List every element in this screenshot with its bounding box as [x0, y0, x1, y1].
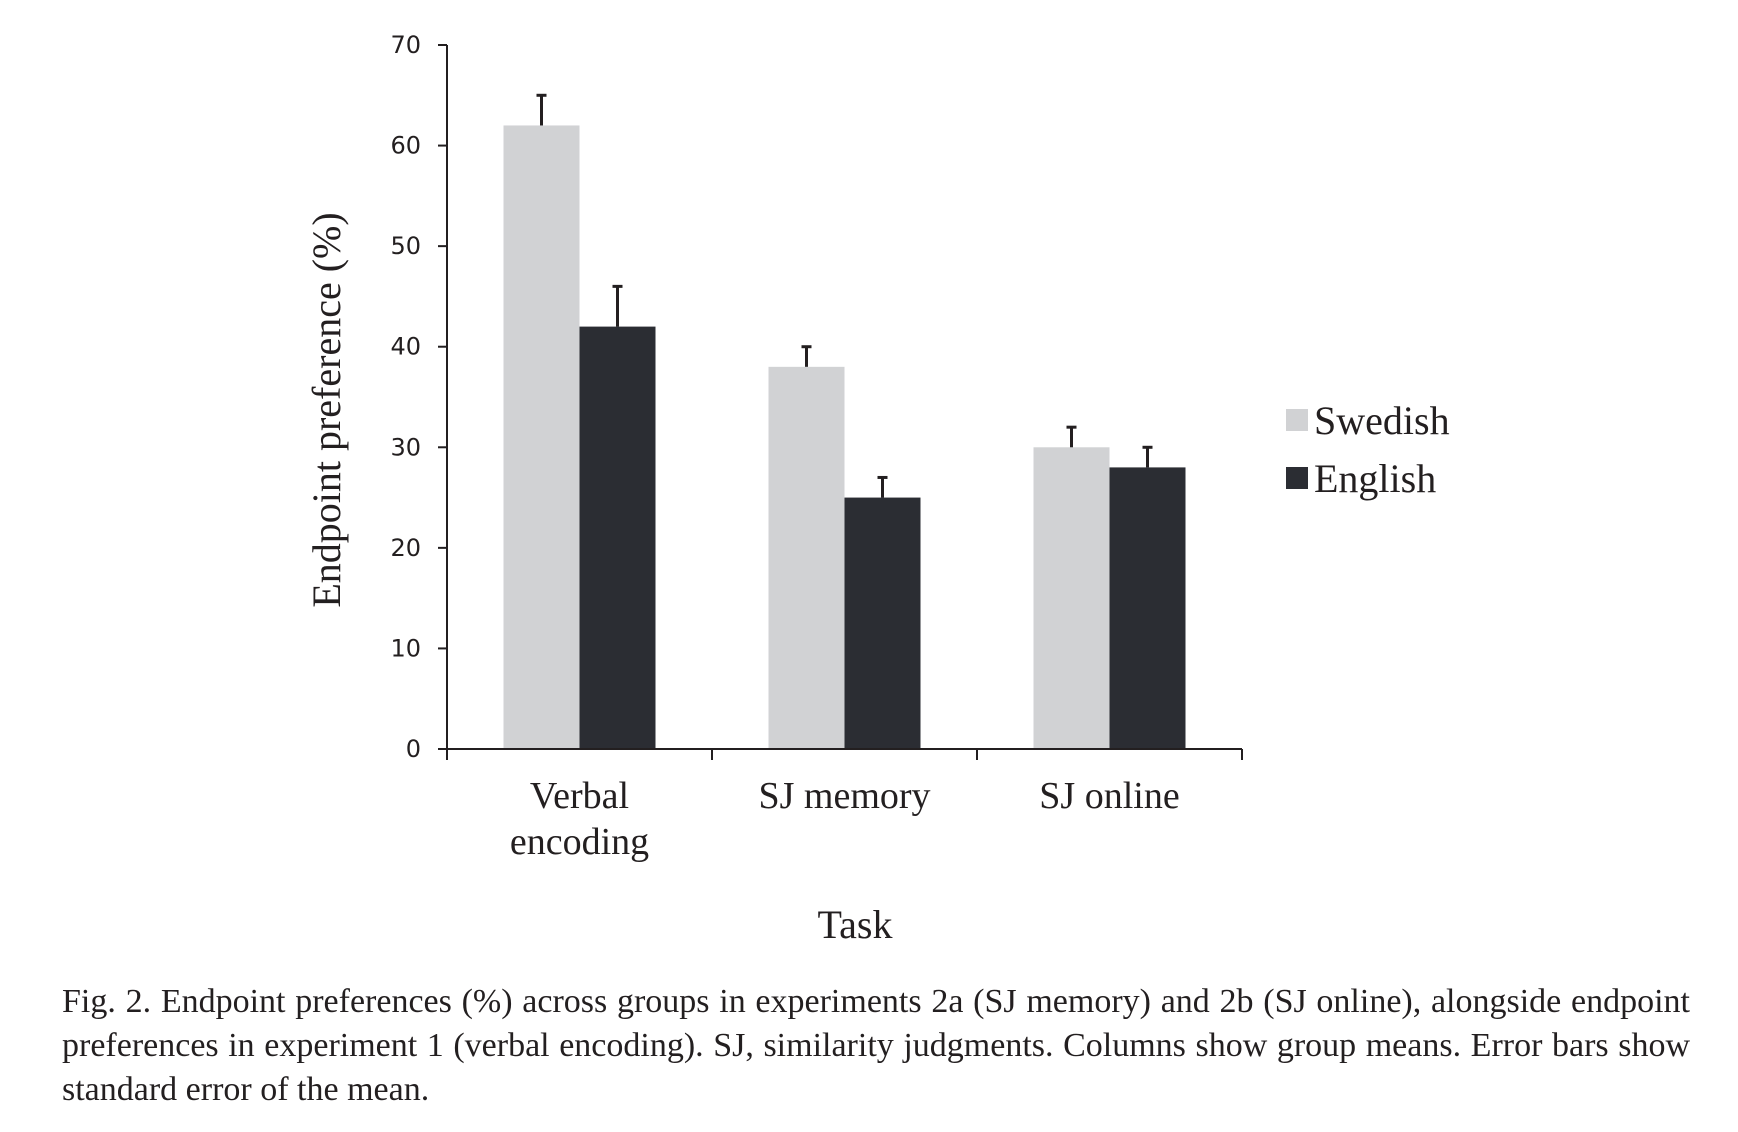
y-tick-label: 70: [390, 31, 421, 59]
legend: Swedish English: [1286, 398, 1450, 501]
bar-swedish-2: [768, 366, 845, 749]
x-ticks: [446, 749, 1243, 760]
legend-label-swedish: Swedish: [1314, 398, 1450, 443]
category-label: SJ memory: [758, 775, 930, 817]
bar-swedish-1: [503, 125, 580, 749]
y-axis-title: Endpoint preference (%): [304, 212, 349, 607]
bar-chart: 0 10 20 30 40 50 60 70 Verbal encoding SJ memory S…: [304, 31, 1450, 947]
y-tick-label: 60: [390, 132, 421, 160]
x-axis-title: Task: [818, 902, 893, 947]
error-bars-layer: [536, 93, 1153, 498]
y-tick-label: 10: [390, 634, 421, 662]
y-tick-label: 50: [390, 232, 421, 260]
y-tick-label: 0: [406, 735, 421, 763]
legend-label-english: English: [1314, 456, 1436, 501]
category-label-line: SJ online: [1039, 775, 1179, 817]
bar-swedish-3: [1033, 447, 1110, 749]
category-label-line: Verbal: [530, 775, 629, 817]
bar-english-1: [579, 326, 656, 749]
category-labels: Verbal encoding SJ memory SJ online: [510, 775, 1180, 863]
category-label-line: SJ memory: [758, 775, 930, 817]
category-label-line: encoding: [510, 821, 649, 863]
axes-layer: [446, 45, 1242, 750]
legend-swatch-english: [1286, 467, 1308, 489]
y-ticks: 0 10 20 30 40 50 60 70: [390, 31, 447, 763]
bar-english-2: [844, 497, 921, 749]
category-label: Verbal encoding: [510, 775, 649, 863]
y-tick-label: 20: [390, 534, 421, 562]
y-tick-label: 30: [390, 433, 421, 461]
y-tick-label: 40: [390, 333, 421, 361]
bar-english-3: [1109, 467, 1186, 749]
category-label: SJ online: [1039, 775, 1179, 817]
bars-layer: [503, 125, 1186, 749]
legend-swatch-swedish: [1286, 409, 1308, 431]
figure-caption: Fig. 2. Endpoint preferences (%) across …: [62, 983, 1690, 1108]
